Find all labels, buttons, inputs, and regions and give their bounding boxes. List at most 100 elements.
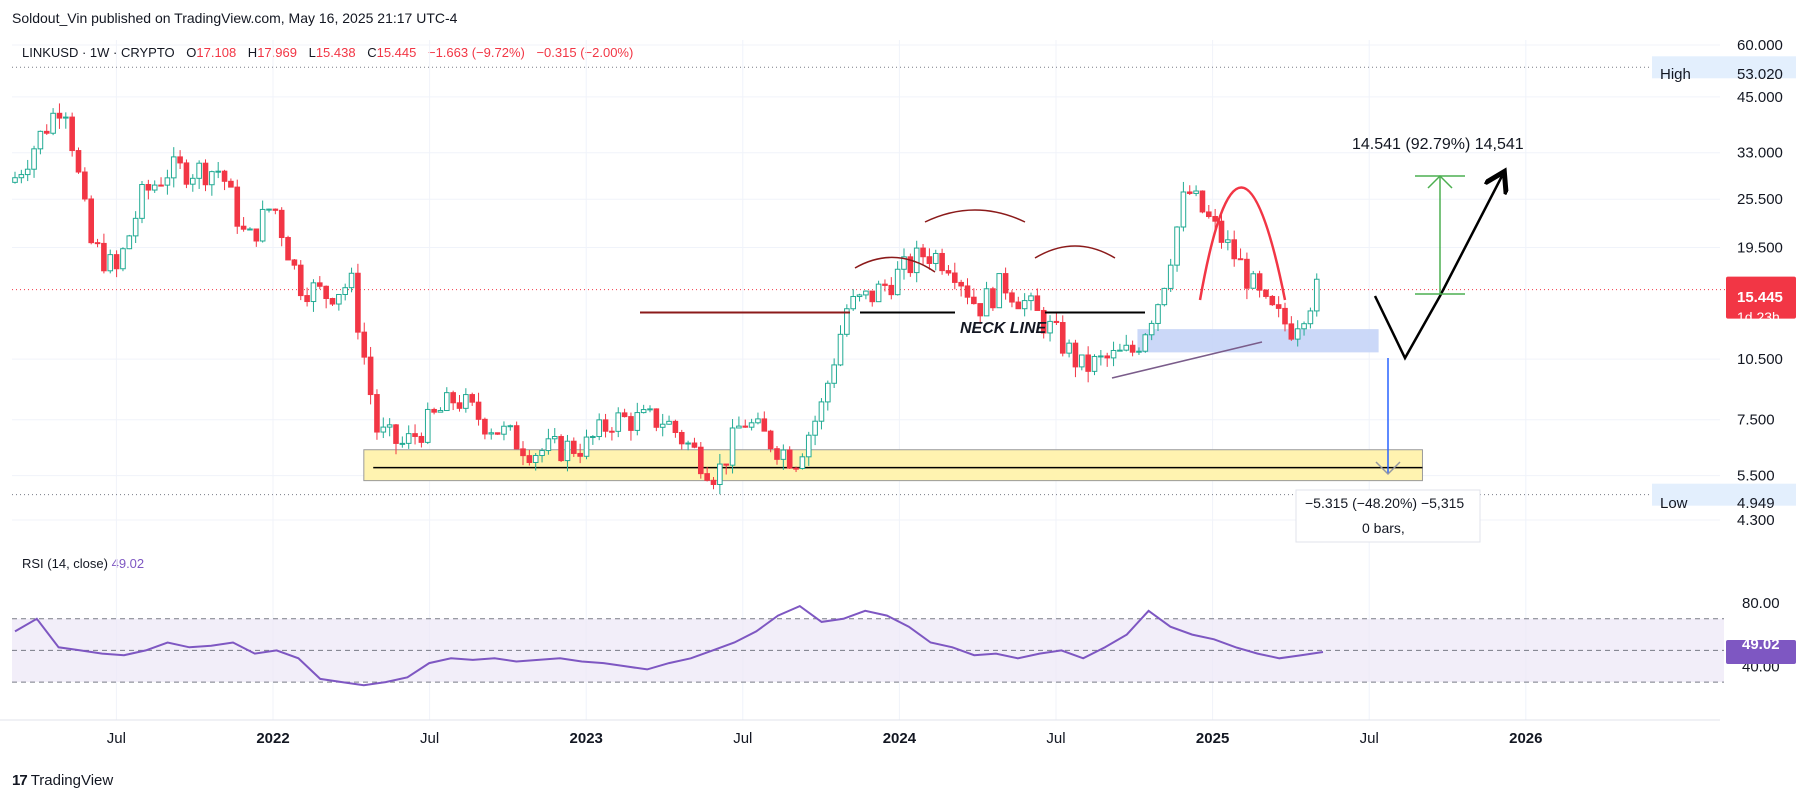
candle-body [1110,349,1117,359]
candle-body [996,273,1003,309]
left-shoulder-arc [854,256,936,273]
candle-body [571,440,577,454]
candle-body [596,419,603,438]
candle-body [551,436,558,440]
candle-body [1009,292,1015,303]
candle-body [894,268,901,296]
candle-body [1218,220,1225,243]
candle-body [12,177,18,183]
candle-body [1104,355,1111,359]
open-value: 17.108 [196,45,237,60]
rounded-top-arc [1198,186,1287,301]
candle-body [399,442,406,445]
candle-body [1282,307,1288,325]
price-tick-label: 10.500 [1737,351,1783,368]
rsi-legend[interactable]: RSI (14, close) 49.02 [22,556,144,571]
candle-body [698,446,704,475]
candle-body [761,418,768,432]
candle-body [958,281,964,287]
candle-body [659,423,666,428]
candle-body [532,455,539,463]
candle-body [1155,304,1161,324]
candle-body [18,174,25,179]
candle-body [1028,295,1034,302]
trendline [1111,341,1263,379]
demand-zone [1137,329,1379,353]
candle-body [513,425,520,450]
candle-body [190,177,196,185]
candle-body [742,425,749,428]
candle-body [786,449,793,469]
time-tick-label: 2026 [1509,730,1542,747]
time-tick-label: 2025 [1196,730,1229,747]
candle-body [1269,295,1276,306]
candle-body [1225,239,1231,243]
candle-body [196,162,202,179]
candle-body [850,296,857,310]
candle-body [901,256,907,270]
time-tick-label: Jul [1360,730,1379,747]
candle-body [945,270,952,274]
rsi-pane [12,604,1724,687]
candle-body [310,282,317,303]
candle-body [755,418,761,424]
symbol-name[interactable]: LINKUSD · 1W · CRYPTO [22,45,175,60]
candle-body [297,264,304,297]
price-tick-label: 5.500 [1737,468,1775,485]
candle-body [1294,328,1301,340]
candle-body [723,463,730,466]
high-label: H [247,45,258,60]
candle-body [56,112,63,119]
candle-body [952,272,958,283]
candle-body [418,435,425,443]
last-price-value: 15.445 [1737,289,1783,306]
tradingview-brand[interactable]: 17 TradingView [12,772,113,789]
candle-body [1148,322,1155,336]
candle-body [139,184,145,219]
low-tag-bg [1652,483,1796,506]
candle-body [1193,190,1199,194]
candle-body [1199,190,1206,213]
candle-body [24,168,31,176]
candle-body [1021,300,1028,310]
candle-body [323,285,329,300]
candle-body [825,382,831,403]
candle-body [412,433,418,437]
candle-body [837,333,844,366]
candle-body [482,418,488,435]
candle-body [501,425,507,435]
candle-body [1275,304,1282,309]
candle-body [736,425,742,429]
candle-body [520,448,526,457]
low-tag-value: 4.949 [1737,495,1775,512]
candle-body [583,436,590,457]
candle-body [818,401,825,422]
candle-body [1288,323,1295,340]
high-tag-label: High [1660,66,1691,83]
head-arc [924,209,1026,223]
candle-body [615,412,622,432]
candle-body [240,225,247,230]
candle-body [304,295,310,303]
candle-body [1015,301,1022,310]
measure-down-box [1295,489,1481,543]
candle-body [259,208,266,242]
candle-body [37,130,44,150]
candle-body [666,420,672,425]
time-tick-label: 2024 [883,730,917,747]
candle-body [361,331,368,358]
candle-body [151,184,158,191]
high-value: 17.969 [257,45,297,60]
candle-body [285,237,291,261]
candle-body [456,402,463,409]
candle-body [145,184,152,191]
candle-body [780,449,787,460]
candle-body [405,433,412,444]
candle-body [1136,350,1142,353]
candle-body [1186,191,1193,194]
candle-body [132,217,139,237]
candle-body [272,208,279,211]
time-tick-label: 2023 [570,730,603,747]
projection-zigzag [1373,176,1502,361]
